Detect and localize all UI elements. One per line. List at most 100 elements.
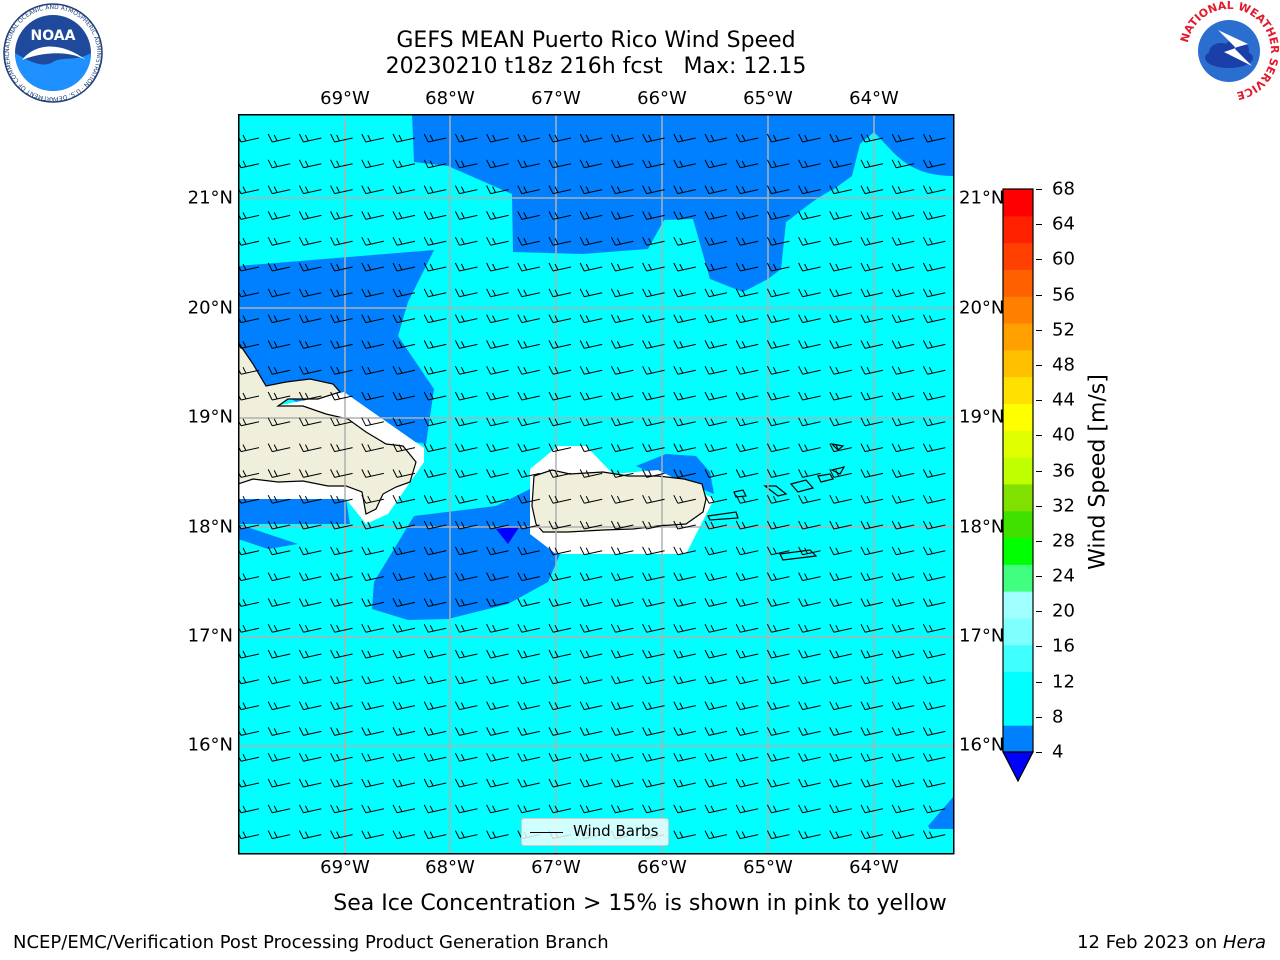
wind-barb bbox=[860, 417, 884, 427]
wind-barb bbox=[392, 623, 416, 633]
wind-barb bbox=[766, 340, 790, 349]
wind-barb bbox=[330, 701, 353, 711]
wind-barb bbox=[798, 391, 821, 401]
wind-barb bbox=[922, 572, 946, 582]
wind-barb bbox=[517, 236, 540, 246]
wind-barb bbox=[673, 391, 696, 401]
lon-label-top-2: 68°W bbox=[425, 88, 475, 109]
lat-label-right-4: 18°N bbox=[959, 516, 1005, 538]
wind-barb bbox=[486, 159, 509, 169]
colorbar-segment bbox=[1003, 242, 1033, 270]
land-hispaniola bbox=[238, 340, 417, 515]
wind-barb bbox=[267, 133, 291, 143]
wind-barb bbox=[704, 391, 728, 401]
wind-barb bbox=[891, 288, 915, 298]
wind-barb bbox=[922, 314, 946, 324]
wind-barb bbox=[517, 340, 540, 349]
wind-barb bbox=[610, 288, 634, 298]
wind-barb bbox=[361, 752, 384, 762]
wind-barb bbox=[829, 159, 852, 169]
wind-barb bbox=[548, 572, 572, 582]
wind-barb bbox=[798, 649, 821, 659]
footer-host: Hera bbox=[1222, 932, 1266, 953]
colorbar-tick-label: 36 bbox=[1052, 460, 1075, 481]
wind-barb bbox=[454, 365, 478, 375]
footer-date-text: 12 Feb 2023 on bbox=[1077, 932, 1223, 953]
colorbar-tick-mark bbox=[1036, 576, 1042, 578]
wind-barb bbox=[829, 185, 852, 195]
wind-barb bbox=[829, 572, 852, 582]
wind-barb bbox=[766, 804, 790, 814]
wind-barb bbox=[891, 340, 915, 349]
wind-barb bbox=[673, 469, 696, 478]
wind-barb bbox=[610, 572, 634, 582]
wind-barb bbox=[423, 649, 447, 659]
wind-barb bbox=[361, 133, 384, 143]
colorbar-tick-label: 56 bbox=[1052, 284, 1075, 306]
wind-barb bbox=[267, 159, 291, 169]
wind-barb bbox=[642, 598, 665, 607]
wind-barb bbox=[579, 211, 603, 220]
wind-barb bbox=[486, 262, 509, 272]
wind-barb bbox=[517, 546, 540, 556]
wind-barb bbox=[610, 649, 634, 659]
wind-barb bbox=[267, 185, 291, 195]
wind-barb bbox=[330, 365, 353, 375]
wind-barb bbox=[766, 443, 790, 453]
lat-label-right-6: 16°N bbox=[959, 734, 1005, 756]
colorbar-tick-mark bbox=[1036, 259, 1042, 261]
wind-barb bbox=[642, 365, 665, 375]
wind-barb bbox=[579, 340, 603, 349]
wind-barb bbox=[829, 623, 852, 633]
wind-barb bbox=[798, 211, 821, 220]
wind-barb bbox=[361, 417, 384, 427]
wind-barb bbox=[517, 443, 540, 453]
wind-barb bbox=[766, 520, 790, 530]
colorbar-segment bbox=[1003, 430, 1033, 458]
wind-barb bbox=[642, 572, 665, 582]
colorbar-tick-label: 64 bbox=[1052, 213, 1075, 235]
wind-barb bbox=[423, 443, 447, 453]
wind-barb bbox=[454, 211, 478, 220]
lon-label-bottom-4: 66°W bbox=[637, 857, 687, 878]
wind-barb bbox=[735, 598, 759, 607]
wind-barb bbox=[298, 340, 322, 349]
wind-barb bbox=[829, 598, 852, 607]
wind-barb bbox=[454, 288, 478, 298]
wind-barb bbox=[361, 262, 384, 272]
wind-barb bbox=[517, 623, 540, 633]
wind-barb bbox=[610, 727, 634, 736]
wind-barb bbox=[392, 365, 416, 375]
wind-barb bbox=[829, 520, 852, 530]
wind-barb bbox=[704, 443, 728, 453]
wind-barb bbox=[267, 546, 291, 556]
wind-barb bbox=[860, 314, 884, 324]
wind-barb bbox=[829, 340, 852, 349]
wind-barb bbox=[891, 133, 915, 143]
wind-barb bbox=[579, 236, 603, 246]
wind-barb bbox=[610, 778, 634, 788]
wind-barb bbox=[392, 804, 416, 814]
wind-barb bbox=[579, 417, 603, 427]
wind-barb bbox=[860, 675, 884, 685]
wind-barb bbox=[579, 391, 603, 401]
colorbar-segment bbox=[1003, 457, 1033, 485]
wind-barb bbox=[330, 752, 353, 762]
wind-barb bbox=[267, 365, 291, 375]
wind-barb bbox=[517, 649, 540, 659]
wind-barb bbox=[392, 391, 416, 401]
wind-barb bbox=[548, 211, 572, 220]
wind-barb bbox=[766, 727, 790, 736]
wind-barb bbox=[486, 830, 509, 840]
wind-barb bbox=[829, 469, 852, 478]
wind-barb bbox=[423, 675, 447, 685]
wind-barb bbox=[766, 494, 790, 504]
wind-barb bbox=[673, 288, 696, 298]
wind-barb bbox=[642, 675, 665, 685]
colorbar-tick-mark bbox=[1036, 294, 1042, 296]
colorbar-tick-mark bbox=[1036, 646, 1042, 648]
footer-date: 12 Feb 2023 on Hera bbox=[1077, 932, 1266, 953]
wind-barb bbox=[642, 804, 665, 814]
wind-barb-legend-line bbox=[530, 832, 563, 833]
wind-barb bbox=[642, 649, 665, 659]
